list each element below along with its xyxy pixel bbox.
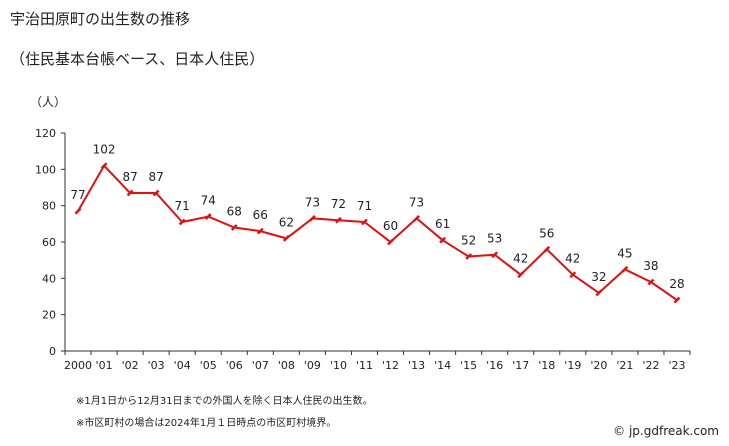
data-label: 53 [487, 232, 502, 246]
chart-subtitle: （住民基本台帳ベース、日本人住民） [10, 50, 265, 68]
data-label: 72 [331, 197, 346, 211]
source-credit: © jp.gdfreak.com [613, 424, 719, 438]
y-tick-label: 80 [42, 200, 56, 213]
data-point [309, 214, 316, 222]
data-point [256, 227, 264, 235]
data-point [361, 218, 368, 226]
x-tick-label: '05 [200, 359, 217, 372]
data-point [204, 213, 212, 220]
data-point [647, 278, 655, 286]
data-point [387, 238, 394, 246]
data-point [230, 224, 238, 231]
x-tick-label: '17 [512, 359, 529, 372]
data-label: 73 [409, 195, 424, 209]
data-labels: 77 102 87 87 71 74 68 66 62 73 72 71 60 73 61 52 53 42 56 4… [70, 143, 684, 291]
data-label: 71 [175, 199, 190, 213]
x-tick-label: '19 [564, 359, 581, 372]
x-tick-label: '16 [486, 359, 503, 372]
data-label: 62 [279, 215, 294, 229]
data-label: 60 [383, 219, 398, 233]
data-label: 87 [149, 170, 164, 184]
data-point [152, 189, 160, 197]
data-label: 42 [565, 252, 580, 266]
data-label: 68 [227, 204, 242, 218]
x-tick-label: '20 [590, 359, 607, 372]
x-tick-label: 2000 [64, 359, 92, 372]
x-tick-label: '13 [408, 359, 425, 372]
data-point [595, 289, 603, 297]
data-point [413, 214, 420, 222]
data-label: 38 [643, 259, 658, 273]
x-tick-label: '03 [148, 359, 165, 372]
x-tick-label: '09 [304, 359, 321, 372]
data-point [282, 234, 290, 242]
y-tick-label: 100 [35, 163, 56, 176]
data-point [543, 245, 551, 253]
data-label: 45 [617, 246, 632, 260]
data-point [100, 162, 108, 170]
data-point [673, 296, 681, 304]
data-label: 73 [305, 195, 320, 209]
x-tick-label: '11 [356, 359, 373, 372]
x-axis-ticks: 2000 '01 '02 '03 '04 '05 '06 '07 '08 '09 '10 '11 '12… [64, 351, 691, 372]
data-label: 74 [201, 194, 216, 208]
y-tick-label: 0 [49, 345, 56, 358]
y-tick-label: 20 [42, 309, 56, 322]
data-point [491, 251, 499, 259]
chart-title: 宇治田原町の出生数の推移 [10, 10, 191, 28]
data-label: 87 [122, 170, 137, 184]
data-label: 61 [435, 217, 450, 231]
x-tick-label: '04 [174, 359, 191, 372]
x-tick-label: '15 [460, 359, 477, 372]
series-line [77, 164, 678, 301]
x-tick-label: '08 [278, 359, 295, 372]
data-point [74, 207, 82, 215]
data-label: 42 [513, 252, 528, 266]
data-point [178, 218, 186, 226]
data-point [126, 189, 134, 197]
footnote-2: ※市区町村の場合は2024年1月１日時点の市区町村境界。 [76, 418, 337, 429]
data-label: 56 [539, 226, 554, 240]
x-tick-label: '07 [252, 359, 269, 372]
y-axis-unit-label: （人） [30, 95, 67, 109]
chart-axes [64, 133, 690, 352]
data-point [621, 265, 629, 273]
footnote-1: ※1月1日から12月31日までの外国人を除く日本人住民の出生数。 [76, 396, 373, 407]
y-axis-ticks: 0 20 40 60 80 100 120 [35, 127, 65, 358]
data-label: 102 [93, 143, 116, 157]
data-label: 52 [461, 234, 476, 248]
data-label: 77 [70, 188, 85, 202]
data-label: 28 [669, 277, 684, 291]
y-tick-label: 60 [42, 236, 56, 249]
x-tick-label: '06 [226, 359, 243, 372]
data-label: 66 [253, 208, 268, 222]
y-tick-label: 40 [42, 272, 56, 285]
data-point [517, 271, 525, 279]
y-tick-label: 120 [35, 127, 56, 140]
data-point [439, 236, 446, 244]
x-tick-label: '12 [382, 359, 399, 372]
x-tick-label: '01 [96, 359, 113, 372]
data-point [335, 216, 342, 224]
data-point [465, 253, 473, 260]
x-tick-label: '23 [668, 359, 685, 372]
x-tick-label: '22 [642, 359, 659, 372]
data-series [74, 162, 681, 304]
data-label: 32 [591, 270, 606, 284]
x-tick-label: '18 [538, 359, 555, 372]
x-tick-label: '14 [434, 359, 451, 372]
x-tick-label: '10 [330, 359, 347, 372]
x-tick-label: '21 [616, 359, 633, 372]
data-point [569, 271, 577, 279]
x-tick-label: '02 [122, 359, 139, 372]
data-label: 71 [357, 199, 372, 213]
